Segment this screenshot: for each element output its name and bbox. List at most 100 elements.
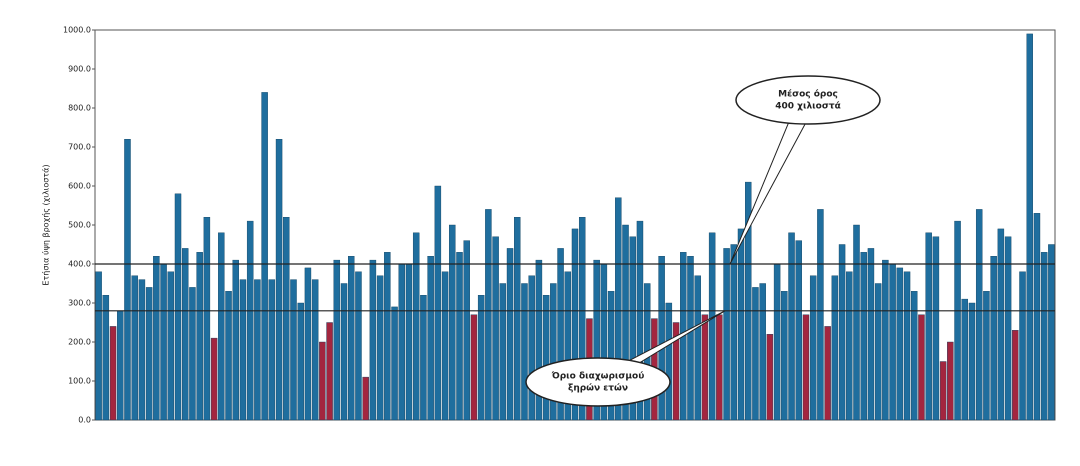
y-tick-label: 700.0 xyxy=(68,143,91,152)
bar xyxy=(550,283,557,421)
bar xyxy=(773,263,781,421)
y-tick-label: 900.0 xyxy=(68,65,91,74)
y-tick-label: 100.0 xyxy=(68,377,91,386)
bar xyxy=(319,341,326,421)
bar xyxy=(117,310,124,421)
bar xyxy=(896,267,904,421)
bar xyxy=(658,256,665,421)
bar xyxy=(275,138,283,421)
bar xyxy=(954,220,961,421)
bar xyxy=(153,256,160,421)
bar xyxy=(261,92,268,421)
bar xyxy=(218,232,225,421)
bar xyxy=(975,209,983,421)
bar xyxy=(932,236,940,421)
bar xyxy=(809,275,817,421)
bar xyxy=(925,232,932,421)
bar xyxy=(369,259,377,421)
bar xyxy=(745,181,752,421)
bar xyxy=(311,279,319,421)
bar xyxy=(874,283,882,421)
bar xyxy=(882,259,889,421)
bar xyxy=(124,138,131,421)
bar xyxy=(571,228,579,421)
bar xyxy=(1012,330,1019,421)
bar xyxy=(860,252,867,421)
bar xyxy=(391,306,398,421)
bar xyxy=(607,291,615,421)
y-tick-label: 0.0 xyxy=(78,416,91,425)
bar xyxy=(326,322,333,421)
bar xyxy=(578,216,586,421)
bar xyxy=(412,232,420,421)
bar xyxy=(441,271,449,421)
bar xyxy=(752,287,759,421)
bar xyxy=(983,291,990,421)
bar xyxy=(499,283,507,421)
bar xyxy=(145,287,153,421)
bar xyxy=(781,291,788,421)
bar xyxy=(990,256,997,421)
y-tick-label: 500.0 xyxy=(68,221,91,230)
bar xyxy=(759,283,766,421)
bar xyxy=(477,295,485,421)
bar xyxy=(766,334,774,421)
bar xyxy=(831,275,839,421)
bar xyxy=(167,271,175,421)
bar xyxy=(997,228,1005,421)
bar xyxy=(485,209,492,421)
bar xyxy=(355,271,362,421)
bar xyxy=(853,224,860,421)
bar xyxy=(701,314,709,421)
bar xyxy=(333,259,341,421)
bar xyxy=(239,279,247,421)
bar xyxy=(708,232,716,421)
callout-bubble xyxy=(735,75,881,125)
bar xyxy=(95,271,102,421)
bar xyxy=(1048,244,1055,421)
bar xyxy=(903,271,911,421)
bar xyxy=(593,259,600,421)
bar xyxy=(961,298,969,421)
bar xyxy=(189,287,196,421)
bar xyxy=(297,302,304,421)
bar xyxy=(492,236,499,421)
bar xyxy=(340,283,348,421)
bar xyxy=(716,314,723,421)
bar xyxy=(246,220,254,421)
bar xyxy=(1033,213,1041,421)
bar xyxy=(788,232,795,421)
bar xyxy=(181,248,189,421)
y-axis-label: Ετήσια ύψη βροχής (χιλιοστά) xyxy=(41,164,51,285)
bar xyxy=(672,322,680,421)
bar xyxy=(824,326,831,421)
bar xyxy=(629,236,636,421)
bar xyxy=(102,295,110,421)
bar xyxy=(1004,236,1012,421)
bar xyxy=(225,291,232,421)
bar xyxy=(557,248,564,421)
bar xyxy=(138,279,146,421)
y-tick-label: 1000.0 xyxy=(63,26,91,35)
bar xyxy=(232,259,239,421)
bar xyxy=(268,279,276,421)
bar xyxy=(636,220,644,421)
bar xyxy=(723,248,730,421)
bar xyxy=(730,244,738,421)
bar xyxy=(427,256,434,421)
y-tick-label: 800.0 xyxy=(68,104,91,113)
callout-text: ξηρών ετών xyxy=(568,383,628,394)
bar xyxy=(665,302,673,421)
bar xyxy=(449,224,456,421)
bar xyxy=(968,302,976,421)
callout-text: 400 χιλιοστά xyxy=(775,102,841,112)
bar xyxy=(535,259,543,421)
bar xyxy=(615,197,622,421)
bar xyxy=(456,252,463,421)
callout-text: Όριο διαχωρισμού xyxy=(551,371,645,382)
bar xyxy=(867,248,875,421)
bar xyxy=(694,275,701,421)
bar xyxy=(420,295,427,421)
bar xyxy=(174,193,182,421)
